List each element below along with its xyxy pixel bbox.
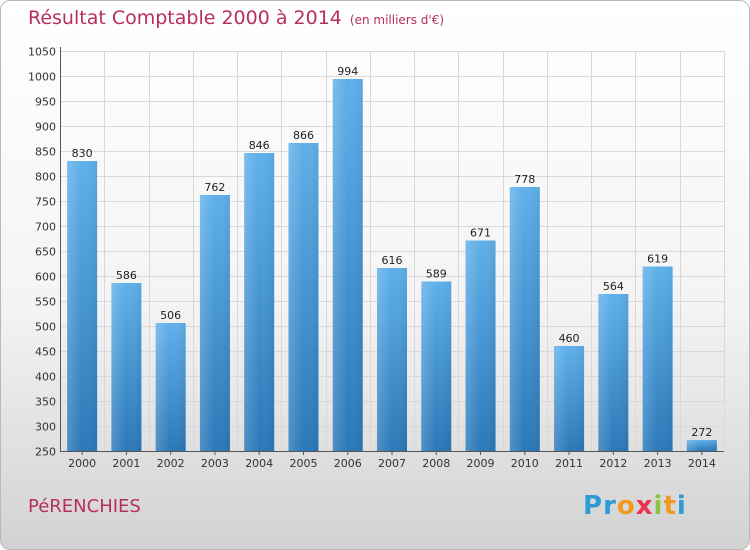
bar-shine-2011 <box>554 346 585 451</box>
value-label-2001: 586 <box>116 269 137 282</box>
x-tick-label-2012: 2012 <box>599 457 627 470</box>
value-label-2008: 589 <box>426 268 447 281</box>
y-tick-label: 350 <box>35 396 56 409</box>
x-tick-label-2011: 2011 <box>555 457 583 470</box>
value-label-2004: 846 <box>249 139 270 152</box>
x-tick-label-2006: 2006 <box>334 457 362 470</box>
value-label-2009: 671 <box>470 227 491 240</box>
x-tick-label-2010: 2010 <box>511 457 539 470</box>
bar-shine-2009 <box>465 240 496 451</box>
bar-shine-2004 <box>244 153 275 451</box>
bar-shine-2008 <box>421 281 452 451</box>
bar-shine-2012 <box>598 294 629 451</box>
bar-shine-2007 <box>377 268 407 451</box>
x-tick-label-2009: 2009 <box>467 457 495 470</box>
value-label-2005: 866 <box>293 129 314 142</box>
bar-shine-2010 <box>509 187 540 451</box>
value-label-2010: 778 <box>514 173 535 186</box>
x-tick-label-2014: 2014 <box>688 457 716 470</box>
value-label-2000: 830 <box>72 147 93 160</box>
logo-letter: o <box>616 491 636 521</box>
chart-title-block: Résultat Comptable 2000 à 2014 (en millie… <box>28 7 444 29</box>
bar-shine-2006 <box>332 79 363 451</box>
bar-shine-2013 <box>642 266 673 451</box>
bar-shine-2001 <box>111 283 142 451</box>
y-tick-label: 650 <box>35 246 56 259</box>
chart-title: Résultat Comptable 2000 à 2014 <box>28 7 342 29</box>
logo-letter: P <box>583 491 604 521</box>
bar-shine-2002 <box>155 323 186 451</box>
x-tick-label-2005: 2005 <box>289 457 317 470</box>
value-label-2003: 762 <box>204 181 225 194</box>
x-tick-label-2002: 2002 <box>157 457 185 470</box>
x-tick-label-2003: 2003 <box>201 457 229 470</box>
value-label-2011: 460 <box>559 332 580 345</box>
logo-letter: r <box>603 491 617 521</box>
logo-letter: i <box>653 491 664 521</box>
logo-letter: i <box>676 491 687 521</box>
y-tick-label: 1050 <box>28 46 56 59</box>
bar-shine-2003 <box>199 195 230 451</box>
value-label-2002: 506 <box>160 309 181 322</box>
x-tick-label-2013: 2013 <box>644 457 672 470</box>
y-tick-label: 850 <box>35 146 56 159</box>
y-tick-label: 900 <box>35 121 56 134</box>
value-label-2007: 616 <box>382 254 403 267</box>
bar-shine-2014 <box>686 440 717 451</box>
logo-letter: x <box>635 491 654 521</box>
y-tick-label: 600 <box>35 271 56 284</box>
x-tick-label-2008: 2008 <box>422 457 450 470</box>
x-tick-label-2004: 2004 <box>245 457 273 470</box>
logo-letter: t <box>663 491 677 521</box>
y-tick-label: 700 <box>35 221 56 234</box>
y-tick-label: 400 <box>35 371 56 384</box>
x-tick-label-2000: 2000 <box>68 457 96 470</box>
value-label-2013: 619 <box>647 253 668 266</box>
y-tick-label: 800 <box>35 171 56 184</box>
y-tick-label: 450 <box>35 346 56 359</box>
value-label-2012: 564 <box>603 280 624 293</box>
commune-name: PéRENCHIES <box>28 496 141 517</box>
y-tick-label: 550 <box>35 296 56 309</box>
bar-shine-2005 <box>288 143 319 451</box>
y-tick-label: 500 <box>35 321 56 334</box>
y-tick-label: 1000 <box>28 71 56 84</box>
y-tick-label: 950 <box>35 96 56 109</box>
x-tick-label-2007: 2007 <box>378 457 406 470</box>
y-tick-label: 750 <box>35 196 56 209</box>
proxiti-logo: Proxiti <box>583 491 687 521</box>
bar-shine-2000 <box>67 161 98 451</box>
x-tick-label-2001: 2001 <box>112 457 140 470</box>
y-tick-label: 300 <box>35 421 56 434</box>
chart-unit: (en milliers d'€) <box>349 13 445 27</box>
value-label-2014: 272 <box>691 426 712 439</box>
y-tick-label: 250 <box>35 446 56 459</box>
value-label-2006: 994 <box>337 65 358 78</box>
